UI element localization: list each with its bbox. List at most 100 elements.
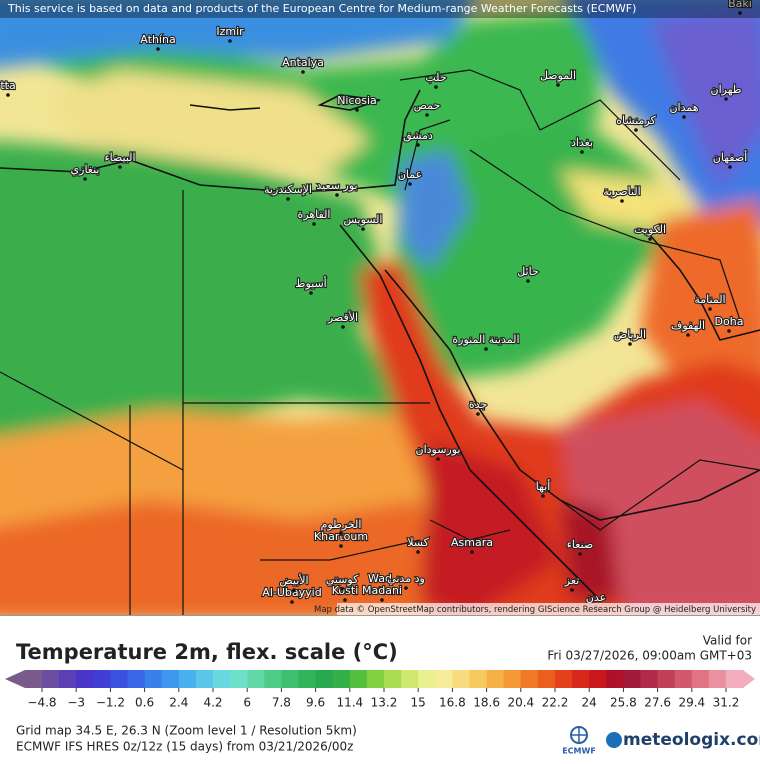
- colorbar-tick-label: 11.4: [336, 696, 363, 710]
- city-label: Antalya: [282, 56, 324, 69]
- city-dot: [425, 113, 429, 117]
- map[interactable]: Athína Izmir Antalya Nicosia Baki tta Doha Khar…: [0, 0, 760, 620]
- city-dot: [339, 532, 343, 536]
- attribution-band: [337, 603, 760, 615]
- city-dot: [541, 494, 545, 498]
- city-dot: [686, 333, 690, 337]
- colorbar-swatch: [144, 670, 163, 688]
- city-dot: [404, 586, 408, 590]
- city-dot: [682, 115, 686, 119]
- colorbar-swatch: [349, 670, 368, 688]
- city-dot: [83, 177, 87, 181]
- brand-icon: [606, 732, 622, 748]
- colorbar-swatch: [76, 670, 94, 688]
- city-dot: [118, 165, 122, 169]
- colorbar-swatch: [554, 670, 573, 688]
- city-dot: [335, 193, 339, 197]
- colorbar-tick-label: −3: [67, 696, 85, 710]
- city-label: أسيوط: [295, 276, 326, 290]
- city-label: Athína: [140, 33, 175, 46]
- city-dot: [724, 97, 728, 101]
- colorbar-tick-label: 6: [243, 696, 251, 710]
- colorbar-swatch: [674, 670, 693, 688]
- city-dot: [339, 544, 343, 548]
- city-label: Khartoum: [314, 530, 368, 543]
- city-label: الأقصر: [327, 310, 358, 324]
- colorbar-tick-label: 24: [582, 696, 597, 710]
- city-dot: [378, 586, 382, 590]
- colorbar-swatch: [59, 670, 77, 688]
- colorbar-swatch: [213, 670, 231, 688]
- colorbar-swatch: [469, 670, 487, 688]
- city-dot: [408, 182, 412, 186]
- city-dot: [476, 412, 480, 416]
- city-label: البيضاء: [104, 151, 135, 164]
- city-dot: [727, 329, 731, 333]
- city-dot: [380, 598, 384, 602]
- colorbar-tick-label: 2.4: [169, 696, 188, 710]
- ecmwf-logo: ECMWF: [562, 726, 596, 756]
- city-label: ود مدني: [387, 572, 425, 585]
- valid-time: Fri 03/27/2026, 09:00am GMT+03: [547, 649, 752, 663]
- colorbar-swatch: [161, 670, 180, 688]
- colorbar-swatch: [572, 670, 590, 688]
- colorbar-tick-label: 4.2: [203, 696, 222, 710]
- colorbar-arrow-left: [5, 670, 25, 688]
- city-label: بورسودان: [416, 443, 461, 456]
- colorbar-swatch: [589, 670, 607, 688]
- legend-title: Temperature 2m, flex. scale (°C): [16, 640, 398, 664]
- model-info: ECMWF IFS HRES 0z/12z (15 days) from 03/…: [16, 740, 353, 754]
- city-dot: [556, 83, 560, 87]
- colorbar-swatch: [247, 670, 265, 688]
- colorbar-tick-label: 29.4: [678, 696, 705, 710]
- city-label: الرياض: [614, 328, 646, 341]
- colorbar-swatch: [93, 670, 111, 688]
- city-label: عمان: [398, 168, 422, 181]
- city-label: همدان: [669, 101, 698, 114]
- colorbar-swatch: [230, 670, 248, 688]
- city-dot: [416, 143, 420, 147]
- city-label: أبها: [536, 479, 551, 493]
- colorbar-swatch: [42, 670, 60, 688]
- city-label: Asmara: [451, 536, 493, 549]
- colorbar-swatch: [178, 670, 197, 688]
- colorbar-swatch: [691, 670, 710, 688]
- city-dot: [341, 325, 345, 329]
- colorbar-swatch: [264, 670, 282, 688]
- city-dot: [526, 279, 530, 283]
- colorbar-tick-label: 0.6: [135, 696, 154, 710]
- city-label: جدة: [469, 398, 487, 411]
- city-label: كرمنشاه: [616, 114, 656, 127]
- ecmwf-text: ECMWF: [562, 747, 596, 756]
- borders: [0, 69, 760, 615]
- city-label: Madani: [362, 584, 402, 597]
- city-dot: [634, 128, 638, 132]
- city-label: Kosti: [332, 584, 359, 597]
- colorbar: −4.8 −3 −1.2 0.6 2.4 4.2 6 7.8 9.6 11.4 13.2 15 16.8…: [5, 670, 755, 710]
- colorbar-swatch: [110, 670, 128, 688]
- colorbar-tick-label: 9.6: [306, 696, 325, 710]
- city-label: حائل: [517, 265, 539, 278]
- colorbar-swatch: [537, 670, 556, 688]
- city-label: Nicosia: [337, 94, 377, 107]
- city-dot: [156, 47, 160, 51]
- city-label: دمشق: [403, 129, 433, 143]
- city-label: الكويت: [634, 223, 666, 236]
- city-label: بور سعيد: [316, 179, 357, 192]
- colorbar-tick-label: 16.8: [439, 696, 466, 710]
- city-dot: [570, 588, 574, 592]
- colorbar-swatch: [725, 670, 744, 688]
- city-label: حمص: [414, 99, 441, 112]
- city-label: Izmir: [216, 25, 244, 38]
- colorbar-swatch: [452, 670, 470, 688]
- temperature-field: [0, 0, 760, 615]
- city-dot: [416, 550, 420, 554]
- colorbar-swatch: [657, 670, 676, 688]
- brand[interactable]: meteologix.com: [623, 730, 760, 750]
- city-label: Al-Ubayyid: [262, 586, 321, 599]
- colorbar-tick-label: 22.2: [542, 696, 569, 710]
- colorbar-swatch: [503, 670, 522, 688]
- city-label: السويس: [344, 213, 383, 226]
- city-label: القاهرة: [298, 208, 331, 221]
